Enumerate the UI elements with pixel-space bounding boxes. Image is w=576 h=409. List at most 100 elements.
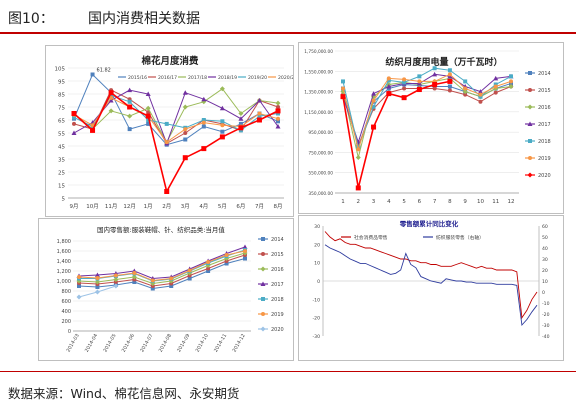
data-point <box>108 108 114 114</box>
data-point <box>164 140 169 145</box>
y-tick-label: 550,000.00 <box>308 171 333 177</box>
data-point <box>340 94 346 100</box>
data-point <box>127 127 132 132</box>
x-tick-label: 9月 <box>70 203 79 210</box>
y-tick-label: 5 <box>62 197 66 203</box>
x-tick-label: 6 <box>418 199 422 205</box>
legend-marker <box>528 139 532 143</box>
data-point <box>183 137 188 142</box>
y-tick-label: 1,150,000.00 <box>304 110 333 116</box>
legend-label: 2015 <box>538 88 551 94</box>
data-point <box>355 155 361 160</box>
x-tick-label: 2 <box>357 199 361 205</box>
data-point <box>132 271 137 275</box>
data-point <box>169 276 174 281</box>
x-tick-label: 7 <box>433 199 437 205</box>
left-y-tick-label: 20 <box>314 242 320 248</box>
x-tick-label: 2014-04 <box>84 333 99 353</box>
data-point <box>447 84 452 89</box>
right-y-tick-label: -40 <box>542 334 550 340</box>
cotton-consumption-svg: 棉花月度消费 5 15 25 35 45 55 65 75 85 95 105 9月 10月 11月 12月 1… <box>55 55 294 210</box>
data-point <box>256 98 262 103</box>
series-line <box>342 73 512 144</box>
series-line <box>342 67 512 150</box>
data-point <box>146 110 151 115</box>
data-point <box>257 114 262 119</box>
data-point <box>72 121 76 126</box>
data-point <box>150 278 155 283</box>
y-tick-label: 105 <box>55 67 66 73</box>
data-source: 数据来源：Wind、棉花信息网、永安期货 <box>8 386 240 401</box>
data-point <box>71 111 77 116</box>
legend-marker <box>528 88 532 92</box>
data-point <box>71 130 77 135</box>
data-point <box>402 77 407 82</box>
data-label: 61.82 <box>97 68 111 74</box>
data-point <box>182 155 188 161</box>
figure-title: 国内消费相关数据 <box>88 11 200 27</box>
data-point <box>201 120 206 125</box>
data-point <box>109 93 114 98</box>
series-line <box>78 254 246 287</box>
data-point <box>238 116 244 121</box>
data-point <box>509 81 513 86</box>
right-y-tick-label: 50 <box>542 235 548 241</box>
series-line <box>73 73 279 146</box>
data-point <box>432 86 437 91</box>
legend-label: 2020/21 <box>278 75 293 81</box>
data-point <box>224 253 229 257</box>
data-point <box>462 89 468 95</box>
series-line <box>342 80 451 189</box>
legend-marker <box>261 252 265 256</box>
x-tick-label: 2014-12 <box>232 333 247 353</box>
x-tick-label: 12月 <box>123 203 135 210</box>
legend-label: 2017 <box>538 122 551 128</box>
data-point <box>355 185 361 191</box>
chart-title: 纺织月度用电量（万千瓦时） <box>385 56 502 68</box>
legend-label: 纺织服装零售（右轴） <box>436 234 484 241</box>
data-point <box>113 277 119 282</box>
data-point <box>90 123 95 128</box>
data-point <box>242 244 248 249</box>
legend-label: 2017/18 <box>188 75 207 81</box>
series-line <box>78 246 246 280</box>
data-point <box>72 115 76 120</box>
data-point <box>417 74 422 79</box>
x-tick-label: 5 <box>402 199 406 205</box>
data-point <box>127 99 132 104</box>
data-point <box>276 116 280 121</box>
data-point <box>183 127 188 132</box>
y-tick-label: 45 <box>58 145 65 151</box>
data-point <box>371 91 377 96</box>
data-point <box>238 111 244 116</box>
data-point <box>95 276 100 280</box>
cotton-consumption-chart: 棉花月度消费 5 15 25 35 45 55 65 75 85 95 105 9月 10月 11月 12月 1… <box>45 45 294 217</box>
header-rule <box>0 32 576 34</box>
retail-yoy-svg: 零售额累计同比变化 30 20 10 0 -10 -20 -30 60 50 40 30 20 10 0 -1… <box>312 219 550 340</box>
data-point <box>386 86 391 91</box>
left-y-tick-label: 0 <box>317 279 320 285</box>
left-y-tick-label: -30 <box>312 334 320 340</box>
data-point <box>386 84 392 89</box>
data-point <box>447 72 452 77</box>
legend-label: 2016 <box>538 105 551 111</box>
series-line <box>73 97 279 143</box>
data-point <box>275 108 281 114</box>
x-tick-label: 2014-03 <box>66 333 81 353</box>
data-point <box>478 99 483 104</box>
y-tick-label: 1,800 <box>57 239 71 245</box>
data-point <box>257 111 262 116</box>
x-tick-label: 3 <box>372 199 376 205</box>
y-tick-label: 75 <box>58 106 65 112</box>
apparel-retail-svg: 国内零售额:服装鞋帽、针、纺织品类:当月值 0 200 400 600 800 1,000 1… <box>57 225 284 353</box>
data-point <box>341 79 345 84</box>
data-point <box>164 189 170 194</box>
y-tick-label: 25 <box>58 171 65 177</box>
x-tick-label: 11 <box>492 199 499 205</box>
x-tick-label: 7月 <box>255 203 264 210</box>
series-line <box>73 89 279 145</box>
legend-label: 2016 <box>271 267 284 273</box>
data-point <box>201 124 206 129</box>
data-point <box>447 88 452 93</box>
data-point <box>402 80 407 85</box>
